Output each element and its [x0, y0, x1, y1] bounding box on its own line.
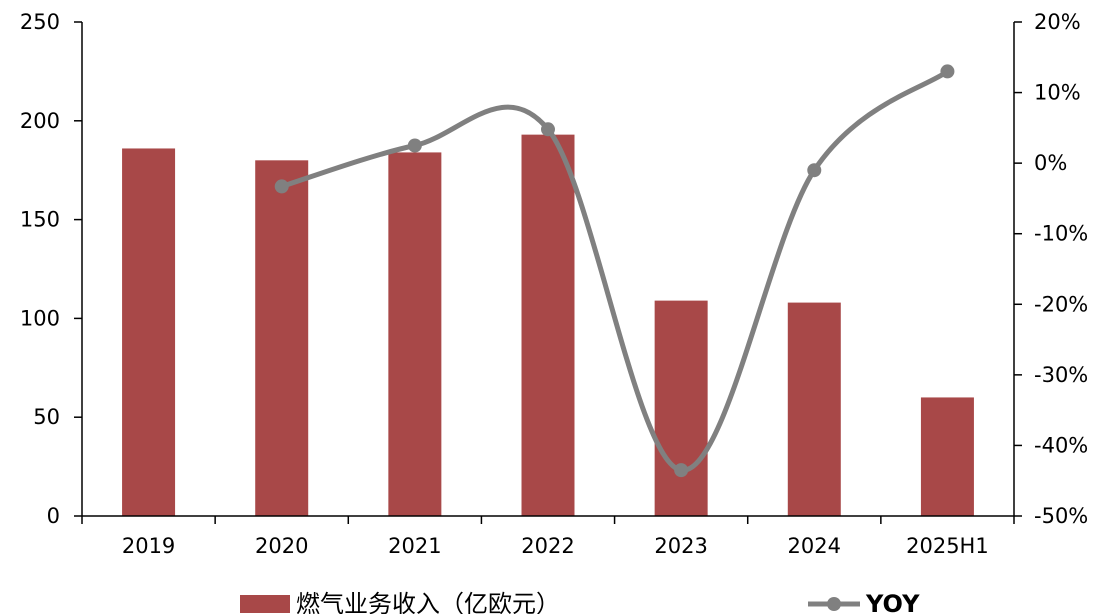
- bar-2021: [388, 152, 442, 516]
- left-axis-ticks: 0 50 100 150 200 250: [20, 10, 82, 528]
- bar-2025H1: [920, 397, 974, 516]
- x-tick-label: 2023: [654, 534, 707, 558]
- bar-2024: [787, 302, 841, 516]
- x-tick-label: 2022: [521, 534, 574, 558]
- right-tick-label: -50%: [1034, 504, 1088, 528]
- left-tick-label: 250: [20, 10, 60, 34]
- x-tick-label: 2025H1: [906, 534, 989, 558]
- bar-series: [122, 134, 974, 517]
- x-tick-label: 2020: [255, 534, 308, 558]
- left-tick-label: 150: [20, 208, 60, 232]
- left-tick-label: 50: [33, 405, 60, 429]
- legend-label-line: YOY: [865, 590, 920, 614]
- legend-swatch-marker: [827, 597, 841, 611]
- x-tick-label: 2024: [788, 534, 841, 558]
- bar-2019: [122, 148, 176, 517]
- right-tick-label: 0%: [1034, 151, 1067, 175]
- yoy-point-2023: [674, 463, 689, 478]
- right-tick-label: -30%: [1034, 363, 1088, 387]
- legend: 燃气业务收入（亿欧元） YOY: [240, 590, 920, 614]
- yoy-point-2025H1: [940, 64, 955, 79]
- x-tick-label: 2021: [388, 534, 441, 558]
- yoy-line: [280, 69, 949, 473]
- bar-2023: [654, 300, 708, 516]
- x-tick-label: 2019: [122, 534, 175, 558]
- left-tick-label: 200: [20, 109, 60, 133]
- bar-2020: [255, 160, 309, 516]
- yoy-point-2021: [407, 138, 422, 153]
- right-axis-ticks: -50% -40% -30% -20% -10% 0% 10% 20%: [1014, 10, 1088, 528]
- right-tick-label: -40%: [1034, 433, 1088, 457]
- right-tick-label: -10%: [1034, 222, 1088, 246]
- yoy-point-2020: [274, 179, 289, 194]
- right-tick-label: -20%: [1034, 292, 1088, 316]
- axes: [81, 22, 1015, 517]
- right-tick-label: 20%: [1034, 10, 1081, 34]
- bar-2022: [521, 134, 575, 516]
- right-tick-label: 10%: [1034, 81, 1081, 105]
- legend-swatch-bar: [240, 595, 290, 613]
- left-tick-label: 100: [20, 306, 60, 330]
- line-series: [274, 64, 955, 478]
- left-tick-label: 0: [47, 504, 60, 528]
- x-axis-ticks: 2019 2020 2021 2022 2023 2024 2025H1: [81, 516, 1015, 558]
- legend-label-bar: 燃气业务收入（亿欧元）: [296, 590, 560, 614]
- yoy-point-2024: [807, 163, 822, 178]
- yoy-point-2022: [541, 122, 555, 137]
